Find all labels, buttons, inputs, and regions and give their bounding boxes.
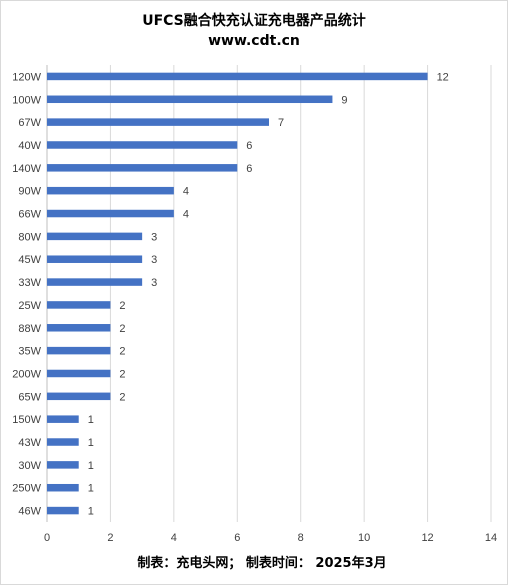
bar xyxy=(47,301,111,309)
value-label: 2 xyxy=(119,391,125,403)
value-label: 1 xyxy=(88,506,94,518)
bar xyxy=(47,438,79,446)
x-tick-label: 4 xyxy=(171,532,177,544)
bar xyxy=(47,369,111,378)
category-label: 66W xyxy=(18,209,41,221)
category-label: 100W xyxy=(12,94,41,106)
category-label: 80W xyxy=(18,231,41,243)
value-label: 2 xyxy=(119,323,125,335)
value-label: 3 xyxy=(151,231,157,243)
bar xyxy=(47,209,174,218)
x-tick-label: 12 xyxy=(421,532,433,544)
value-label: 1 xyxy=(88,483,94,495)
bar xyxy=(47,324,111,332)
bar xyxy=(47,483,79,492)
x-tick-label: 10 xyxy=(358,532,370,544)
value-label: 2 xyxy=(119,300,125,312)
value-label: 6 xyxy=(246,140,252,152)
category-label: 46W xyxy=(18,506,41,518)
category-label: 140W xyxy=(12,163,41,175)
value-label: 7 xyxy=(278,117,284,129)
x-tick-label: 6 xyxy=(234,532,240,544)
bar xyxy=(47,118,269,126)
chart-title: UFCS融合快充认证充电器产品统计 xyxy=(142,12,366,29)
category-label: 40W xyxy=(18,140,41,152)
category-label: 250W xyxy=(12,483,41,495)
category-label: 35W xyxy=(18,346,41,358)
bar xyxy=(47,506,79,515)
x-tick-label: 14 xyxy=(485,532,497,544)
value-label: 1 xyxy=(88,414,94,426)
category-label: 120W xyxy=(12,71,41,83)
value-label: 4 xyxy=(183,186,189,198)
value-label: 3 xyxy=(151,277,157,289)
bar xyxy=(47,415,79,423)
bar xyxy=(47,164,238,172)
x-tick-label: 8 xyxy=(298,532,304,544)
category-label: 200W xyxy=(12,368,41,380)
x-tick-label: 0 xyxy=(44,532,50,544)
category-label: 43W xyxy=(18,437,41,449)
value-label: 6 xyxy=(246,163,252,175)
chart-subtitle: www.cdt.cn xyxy=(208,33,300,49)
bar xyxy=(47,72,428,81)
bar xyxy=(47,141,238,149)
bar xyxy=(47,255,143,263)
value-label: 3 xyxy=(151,254,157,266)
category-label: 88W xyxy=(18,323,41,335)
value-label: 12 xyxy=(437,71,449,83)
value-label: 2 xyxy=(119,346,125,358)
value-label: 2 xyxy=(119,368,125,380)
value-label: 9 xyxy=(341,94,347,106)
category-label: 90W xyxy=(18,186,41,198)
value-label: 1 xyxy=(88,460,94,472)
chart-footer: 制表：充电头网； 制表时间： 2025年3月 xyxy=(137,555,386,571)
category-label: 45W xyxy=(18,254,41,266)
bar xyxy=(47,346,111,355)
bar xyxy=(47,278,143,286)
category-label: 33W xyxy=(18,277,41,289)
category-label: 65W xyxy=(18,391,41,403)
category-label: 25W xyxy=(18,300,41,312)
x-tick-label: 2 xyxy=(107,532,113,544)
category-label: 150W xyxy=(12,414,41,426)
value-label: 4 xyxy=(183,209,189,221)
bar xyxy=(47,95,333,104)
bar xyxy=(47,186,174,195)
category-label: 30W xyxy=(18,460,41,472)
bar xyxy=(47,461,79,469)
bar xyxy=(47,232,143,241)
value-label: 1 xyxy=(88,437,94,449)
category-label: 67W xyxy=(18,117,41,129)
bar xyxy=(47,392,111,401)
